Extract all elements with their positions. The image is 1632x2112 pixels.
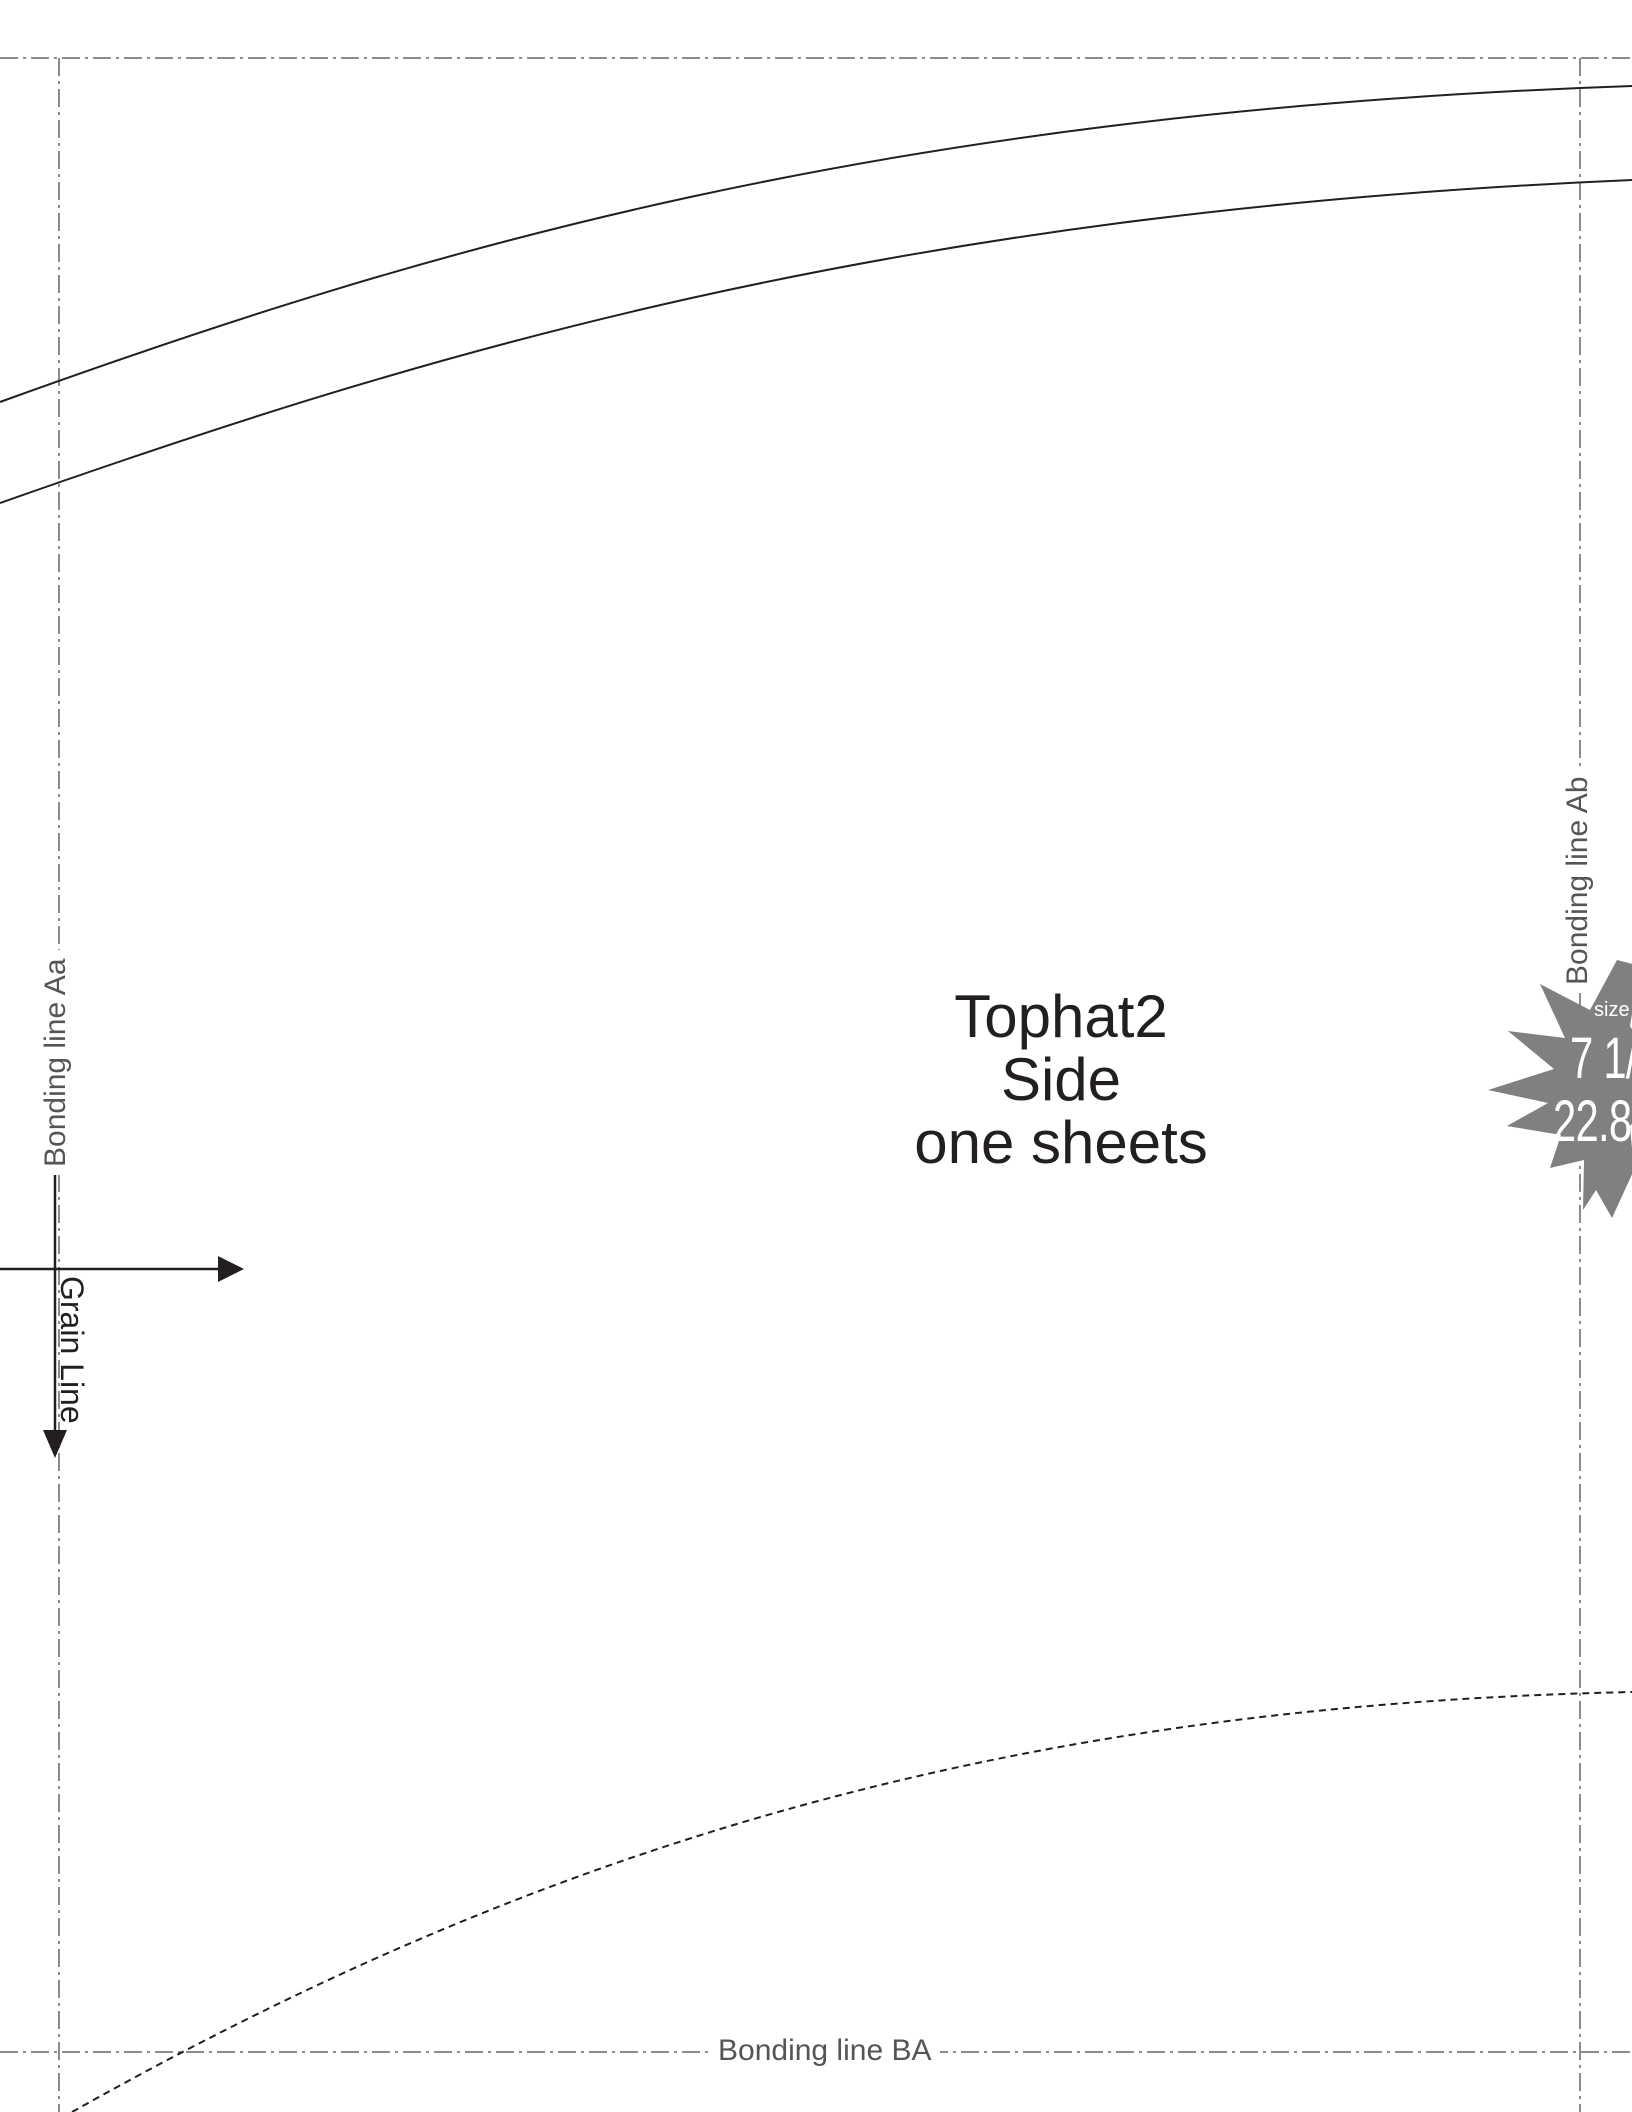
bonding-line-label-left: Bonding line Aa (41, 950, 71, 1175)
pattern-title-line-2: Side (861, 1048, 1261, 1111)
grain-line-label: Grain Line (56, 1276, 88, 1424)
pattern-title-line-3: one sheets (861, 1111, 1261, 1174)
cutting-line-lower (0, 180, 1632, 503)
bonding-line-label-bottom: Bonding line BA (710, 2036, 940, 2066)
grain-arrow-right-icon (218, 1256, 244, 1282)
grain-arrow-down-icon (43, 1430, 67, 1458)
size-badge-value-1: 7 1/ (1570, 1030, 1632, 1088)
pattern-title-line-1: Tophat2 (861, 985, 1261, 1048)
cutting-line-upper (0, 86, 1632, 402)
size-badge-value-2: 22.8 (1553, 1093, 1631, 1151)
size-badge-label: size (1594, 1000, 1630, 1020)
bonding-line-label-right: Bonding line Ab (1563, 768, 1593, 993)
pattern-title: Tophat2 Side one sheets (861, 985, 1261, 1174)
